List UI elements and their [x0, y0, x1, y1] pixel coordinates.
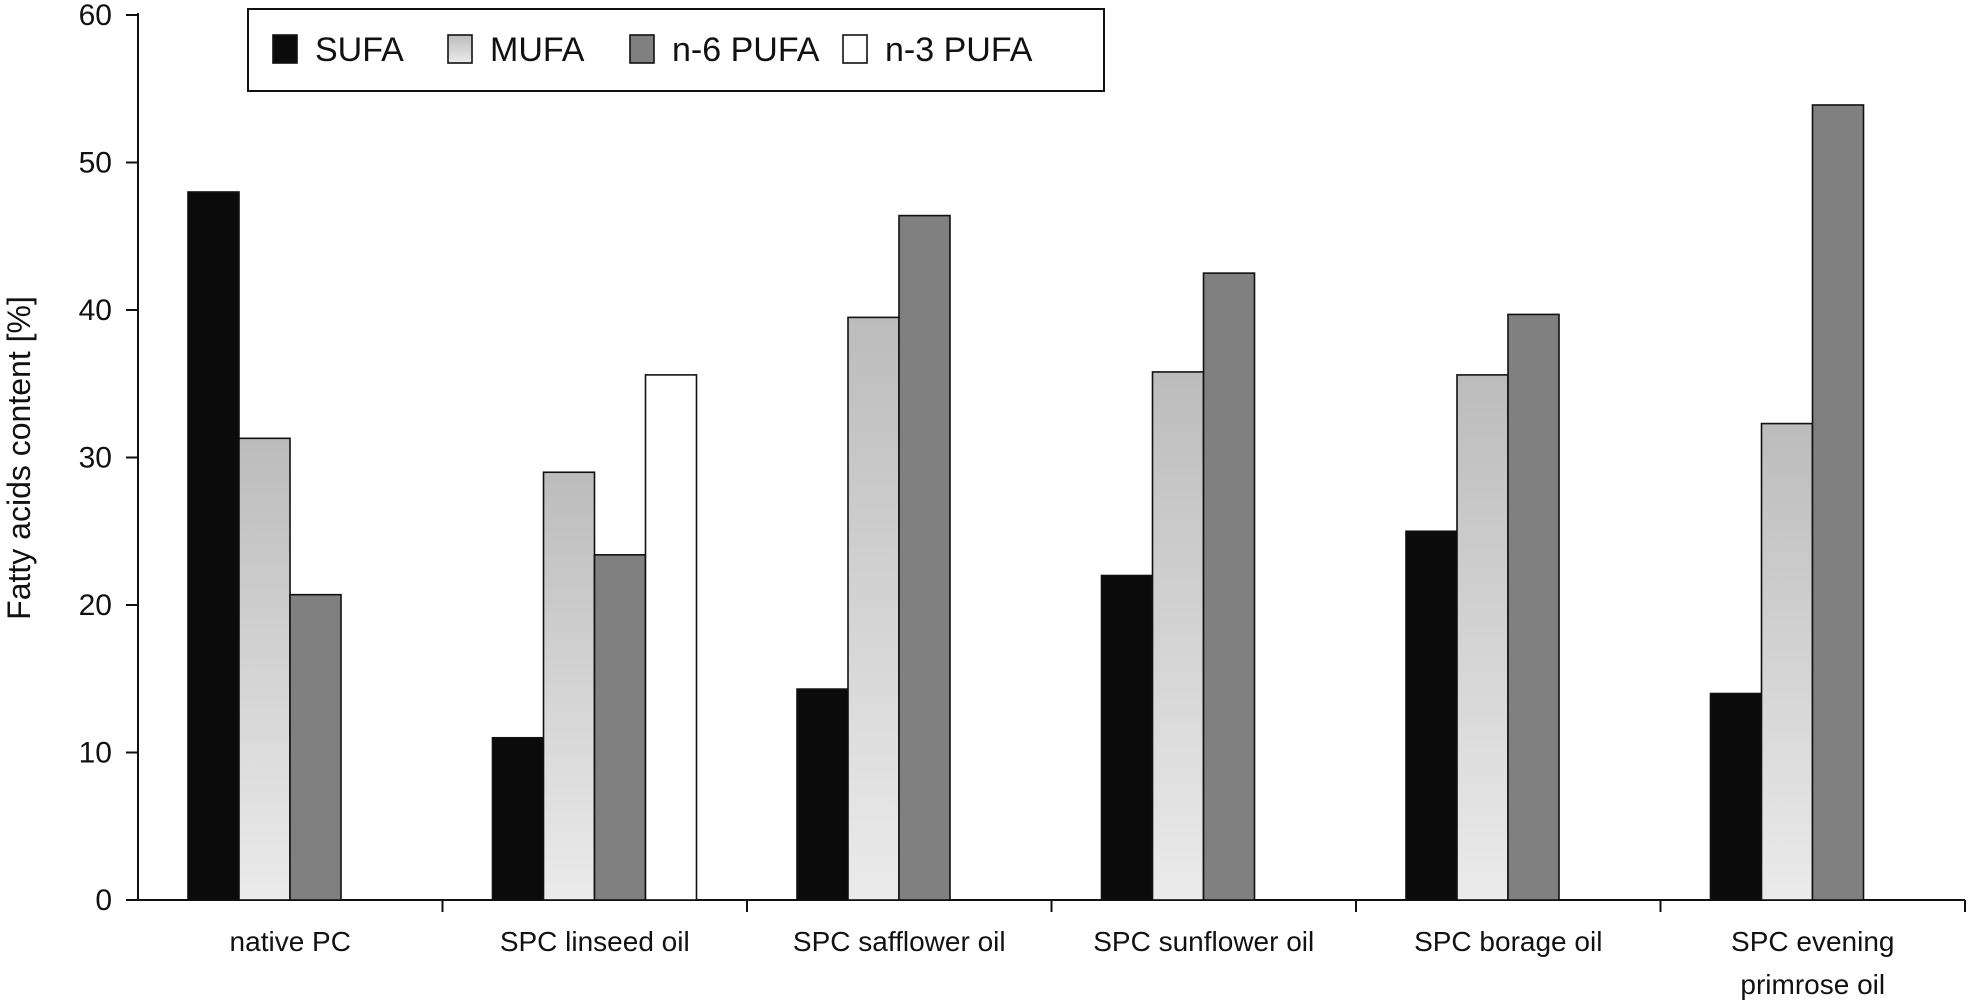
legend-box: [247, 8, 1105, 92]
bar-n-6-pufa: [1202, 272, 1256, 901]
x-category-label: SPC sunflower oil: [1093, 926, 1314, 957]
bar-n-6-pufa: [289, 593, 342, 901]
bar-mufa: [542, 471, 596, 901]
bar-n-6-pufa: [1507, 313, 1560, 901]
y-tick-label: 60: [79, 0, 112, 32]
y-tick-label: 40: [79, 294, 112, 327]
legend-swatch: [629, 34, 655, 64]
bar-sufa: [1100, 574, 1154, 901]
bar-n-3-pufa: [644, 374, 698, 901]
legend-label: n-6 PUFA: [672, 31, 820, 69]
y-tick-label: 10: [79, 737, 112, 770]
bar-sufa: [491, 736, 545, 901]
legend-label: n-3 PUFA: [885, 31, 1033, 69]
bar-mufa: [1456, 374, 1509, 901]
x-axis: native PC SPC linseed oil SPC safflower oi…: [138, 899, 1966, 1000]
bar-sufa: [796, 688, 849, 901]
x-category-label: SPC linseed oil: [500, 926, 690, 957]
y-tick-label: 30: [79, 442, 112, 475]
legend-label: SUFA: [315, 31, 404, 69]
bar-mufa: [1151, 371, 1205, 901]
x-category-label: SPC borage oil: [1414, 926, 1602, 957]
x-category-label: primrose oil: [1740, 969, 1885, 1000]
bar-sufa: [1405, 530, 1458, 901]
legend-swatch: [272, 34, 298, 64]
y-tick-label: 0: [95, 884, 112, 917]
bar-mufa: [238, 437, 291, 901]
bar-sufa: [187, 191, 240, 901]
x-category-label: native PC: [230, 926, 351, 957]
x-category-label: SPC safflower oil: [793, 926, 1006, 957]
y-tick-label: 20: [79, 589, 112, 622]
legend: SUFA MUFA n-6 PUFA n-3 PUFA: [247, 8, 1105, 92]
bar-mufa: [1760, 422, 1814, 901]
y-axis-title: Fatty acids content [%]: [1, 296, 37, 620]
legend-swatch: [447, 34, 473, 64]
y-axis: 0 10 20 30 40 50 60: [79, 0, 139, 917]
bar-n-6-pufa: [898, 214, 951, 901]
legend-swatch: [842, 34, 868, 64]
x-category-label: SPC evening: [1731, 926, 1894, 957]
bar-mufa: [847, 316, 900, 901]
bar-n-6-pufa: [1811, 104, 1865, 901]
bar-sufa: [1709, 692, 1763, 901]
bars: [187, 104, 1865, 901]
bar-n-6-pufa: [593, 554, 647, 901]
y-tick-label: 50: [79, 147, 112, 180]
legend-label: MUFA: [490, 31, 585, 69]
